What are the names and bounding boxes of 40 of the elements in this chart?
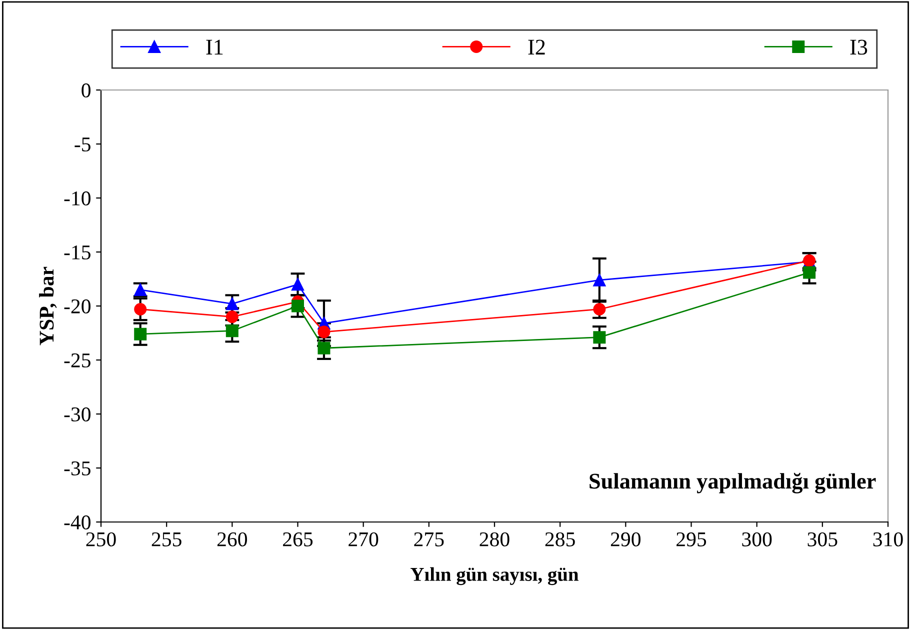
point — [593, 302, 606, 316]
y-tick-label: -10 — [64, 191, 90, 206]
legend-label: I1 — [206, 40, 223, 54]
x-tick-label: 270 — [348, 532, 378, 546]
point — [593, 331, 606, 344]
y-tick-label: -20 — [64, 299, 90, 314]
x-tick-label: 310 — [873, 532, 903, 546]
x-tick-label: 265 — [283, 532, 313, 546]
x-tick-label: 295 — [676, 532, 706, 546]
point — [226, 310, 238, 324]
legend-label: I3 — [850, 40, 868, 55]
point — [292, 278, 304, 291]
x-tick-label: 285 — [545, 532, 575, 546]
y-tick-label: 0 — [82, 83, 90, 98]
x-tick-label: 280 — [480, 532, 510, 546]
point — [593, 274, 606, 286]
point — [134, 328, 147, 340]
point — [292, 300, 304, 312]
x-tick-label: 305 — [808, 532, 838, 546]
x-tick-label: 300 — [742, 532, 772, 546]
y-tick-label: -5 — [74, 138, 90, 152]
legend-label: I2 — [528, 40, 545, 54]
y-tick-label: -15 — [64, 245, 90, 260]
point — [226, 324, 238, 338]
y-tick-label: -30 — [64, 407, 90, 422]
y-tick-label: -40 — [64, 515, 90, 530]
x-tick-label: 250 — [86, 532, 116, 546]
annotation: Sulamanın yapılmadığı günler — [590, 472, 876, 494]
y-axis-title: YSP, bar — [39, 266, 57, 346]
point — [318, 326, 330, 338]
x-tick-label: 255 — [152, 532, 182, 546]
point — [134, 302, 147, 316]
point — [226, 298, 238, 310]
y-tick-label: -35 — [64, 461, 90, 476]
point — [803, 266, 816, 279]
x-tick-label: 290 — [610, 532, 640, 546]
y-tick-label: -25 — [64, 353, 90, 368]
x-axis-title: Yılın gün sayısı, gün — [410, 567, 579, 586]
x-tick-label: 260 — [217, 532, 247, 546]
x-tick-label: 275 — [414, 532, 444, 546]
